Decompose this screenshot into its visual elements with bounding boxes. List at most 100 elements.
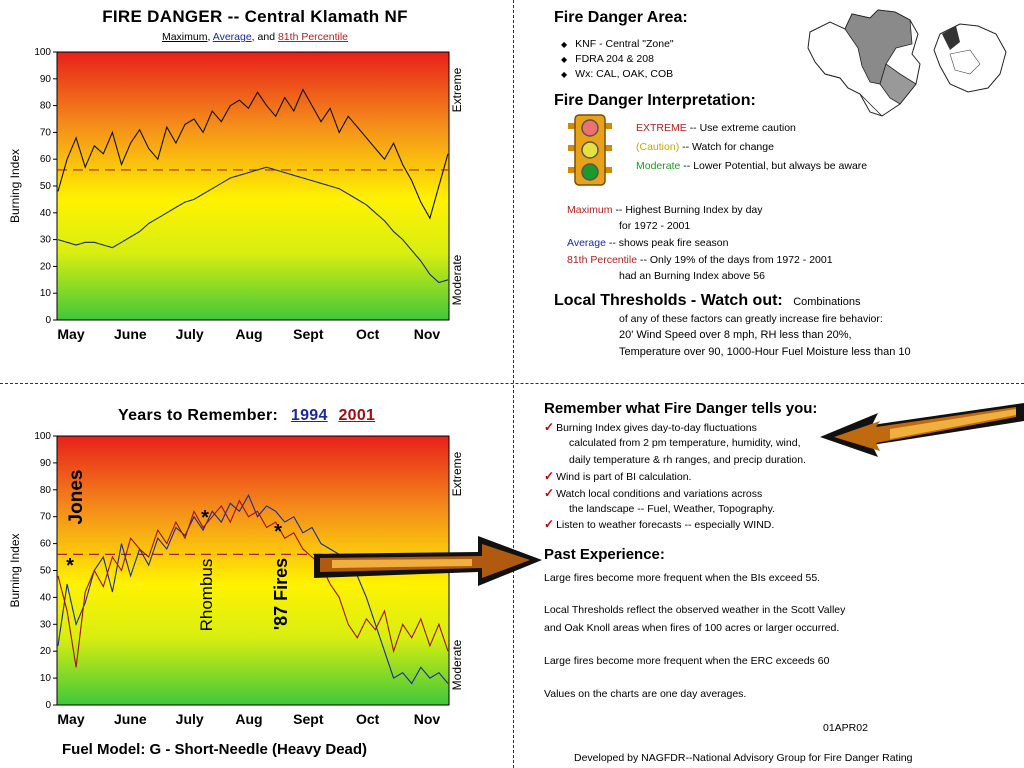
area-item-2: ◆ FDRA 204 & 208 <box>561 53 654 65</box>
y-tick-label-1: 40 <box>40 208 52 219</box>
past-2b: and Oak Knoll areas when fires of 100 ac… <box>544 622 840 634</box>
area-item-3: ◆ Wx: CAL, OAK, COB <box>561 68 674 80</box>
chart2-footer: Fuel Model: G - Short-Needle (Heavy Dead… <box>62 741 368 758</box>
remember-3: ✓ Watch local conditions and variations a… <box>544 486 763 500</box>
x-tick-label-1: Sept <box>293 326 324 342</box>
legend-2001: 2001 <box>338 407 376 424</box>
series-line-average <box>57 166 449 284</box>
chart2-title-text: Years to Remember: <box>118 407 279 424</box>
y-tick-label-2: 90 <box>40 458 52 469</box>
y-axis-label-1: Burning Index <box>8 149 22 223</box>
past-1: Large fires become more frequent when th… <box>544 572 821 584</box>
zone-shaded <box>844 9 913 85</box>
event-marker: * <box>201 507 209 529</box>
annotation-jones: Jones <box>66 470 87 525</box>
x-tick-label-2: June <box>114 711 147 727</box>
def-max-2: for 1972 - 2001 <box>619 220 691 232</box>
area-title: Fire Danger Area: <box>554 9 688 26</box>
event-marker: * <box>66 555 74 577</box>
right-label-extreme-2: Extreme <box>450 451 464 496</box>
chart2-svg: 0 10 20 30 40 50 60 70 80 90 100 Burning Index May Ju… <box>8 431 464 727</box>
def-max: Maximum -- Highest Burning Index by day <box>567 204 763 216</box>
y-tick-label-2: 60 <box>40 539 52 550</box>
y-tick-label-1: 0 <box>45 315 51 326</box>
zone-shaded-2 <box>879 63 917 105</box>
area-item-1: ◆ KNF - Central "Zone" <box>561 38 674 50</box>
traffic-light-icon <box>568 114 612 186</box>
interp-moderate: Moderate -- Lower Potential, but always … <box>636 160 868 172</box>
y-tick-label-1: 80 <box>40 101 52 112</box>
arrow-left-icon <box>820 403 1024 457</box>
horizontal-divider <box>0 383 1024 384</box>
x-tick-label-1: June <box>114 326 147 342</box>
x-tick-label-2: May <box>57 711 84 727</box>
credit-line: Developed by NAGFDR--National Advisory G… <box>574 752 913 764</box>
past-4: Values on the charts are one day average… <box>544 688 747 700</box>
remember-3b: the landscape -- Fuel, Weather, Topograp… <box>569 503 776 515</box>
x-tick-label-2: July <box>176 711 204 727</box>
y-tick-label-1: 20 <box>40 261 52 272</box>
event-marker: * <box>274 521 282 543</box>
past-2a: Local Thresholds reflect the observed we… <box>544 604 846 616</box>
remember-1b: calculated from 2 pm temperature, humidi… <box>569 437 801 449</box>
y-tick-label-1: 70 <box>40 127 52 138</box>
y-tick-label-2: 100 <box>34 431 51 442</box>
y-tick-label-2: 80 <box>40 485 52 496</box>
y-tick-label-1: 100 <box>34 47 51 58</box>
remember-4: ✓ Listen to weather forecasts -- especial… <box>544 517 775 531</box>
vertical-divider <box>513 0 514 768</box>
x-tick-label-2: Oct <box>356 711 380 727</box>
y-tick-label-2: 50 <box>40 566 52 577</box>
y-tick-label-2: 30 <box>40 619 52 630</box>
annotation-rhombus: Rhombus <box>197 559 216 632</box>
chart2-title: Years to Remember: 1994 2001 <box>118 407 375 425</box>
annotation--87-fires: '87 Fires <box>271 558 291 630</box>
series-line-maximum <box>57 88 449 220</box>
interp-title: Fire Danger Interpretation: <box>554 92 756 109</box>
chart1-title: FIRE DANGER -- Central Klamath NF <box>102 7 408 26</box>
subtitle-max: Maximum <box>161 31 208 43</box>
series-line-2001 <box>57 499 449 668</box>
y-tick-label-2: 70 <box>40 512 52 523</box>
y-tick-label-1: 60 <box>40 154 52 165</box>
y-tick-label-2: 20 <box>40 646 52 657</box>
x-tick-label-1: July <box>176 326 204 342</box>
remember-1c: daily temperature & rh ranges, and preci… <box>569 454 806 466</box>
arrow-right-icon <box>314 536 542 586</box>
thresh-3: Temperature over 90, 1000-Hour Fuel Mois… <box>619 346 911 358</box>
x-tick-label-1: Aug <box>235 326 262 342</box>
y-tick-label-1: 50 <box>40 181 52 192</box>
y-tick-label-2: 40 <box>40 592 52 603</box>
thresh-heading: Local Thresholds - Watch out: Combinatio… <box>554 292 861 309</box>
right-label-extreme-1: Extreme <box>450 67 464 112</box>
def-avg: Average -- shows peak fire season <box>567 237 729 249</box>
subtitle-avg: Average <box>212 31 252 43</box>
y-tick-label-1: 10 <box>40 288 52 299</box>
x-tick-label-1: Oct <box>356 326 380 342</box>
thresh-1: of any of these factors can greatly incr… <box>619 313 883 325</box>
legend-1994: 1994 <box>290 407 328 424</box>
interp-extreme: EXTREME -- Use extreme caution <box>636 122 796 134</box>
date-stamp: 01APR02 <box>823 722 868 734</box>
y-tick-label-2: 0 <box>45 700 51 711</box>
subtitle-pct: 81th Percentile <box>277 31 349 43</box>
series-line-1994 <box>57 493 449 685</box>
right-label-moderate-2: Moderate <box>450 639 464 690</box>
y-tick-label-2: 10 <box>40 673 52 684</box>
x-tick-label-2: Nov <box>414 711 441 727</box>
y-tick-label-1: 90 <box>40 74 52 85</box>
chart1-subtitle: Maximum, Average, and 81th Percentile <box>161 31 349 43</box>
y-axis-label-2: Burning Index <box>8 533 22 607</box>
def-pct-2: had an Burning Index above 56 <box>619 270 765 282</box>
past-3: Large fires become more frequent when th… <box>544 655 830 667</box>
state-highlight <box>942 26 960 50</box>
x-tick-label-2: Aug <box>235 711 262 727</box>
def-pct: 81th Percentile -- Only 19% of the days … <box>567 254 833 266</box>
area-map <box>807 9 1007 117</box>
x-tick-label-1: Nov <box>414 326 441 342</box>
interp-caution: (Caution) -- Watch for change <box>636 141 774 153</box>
x-tick-label-2: Sept <box>293 711 324 727</box>
remember-2: ✓ Wind is part of BI calculation. <box>544 469 692 483</box>
remember-1: ✓ Burning Index gives day-to-day fluctuat… <box>544 420 757 434</box>
subtitle-and: and <box>257 31 276 43</box>
